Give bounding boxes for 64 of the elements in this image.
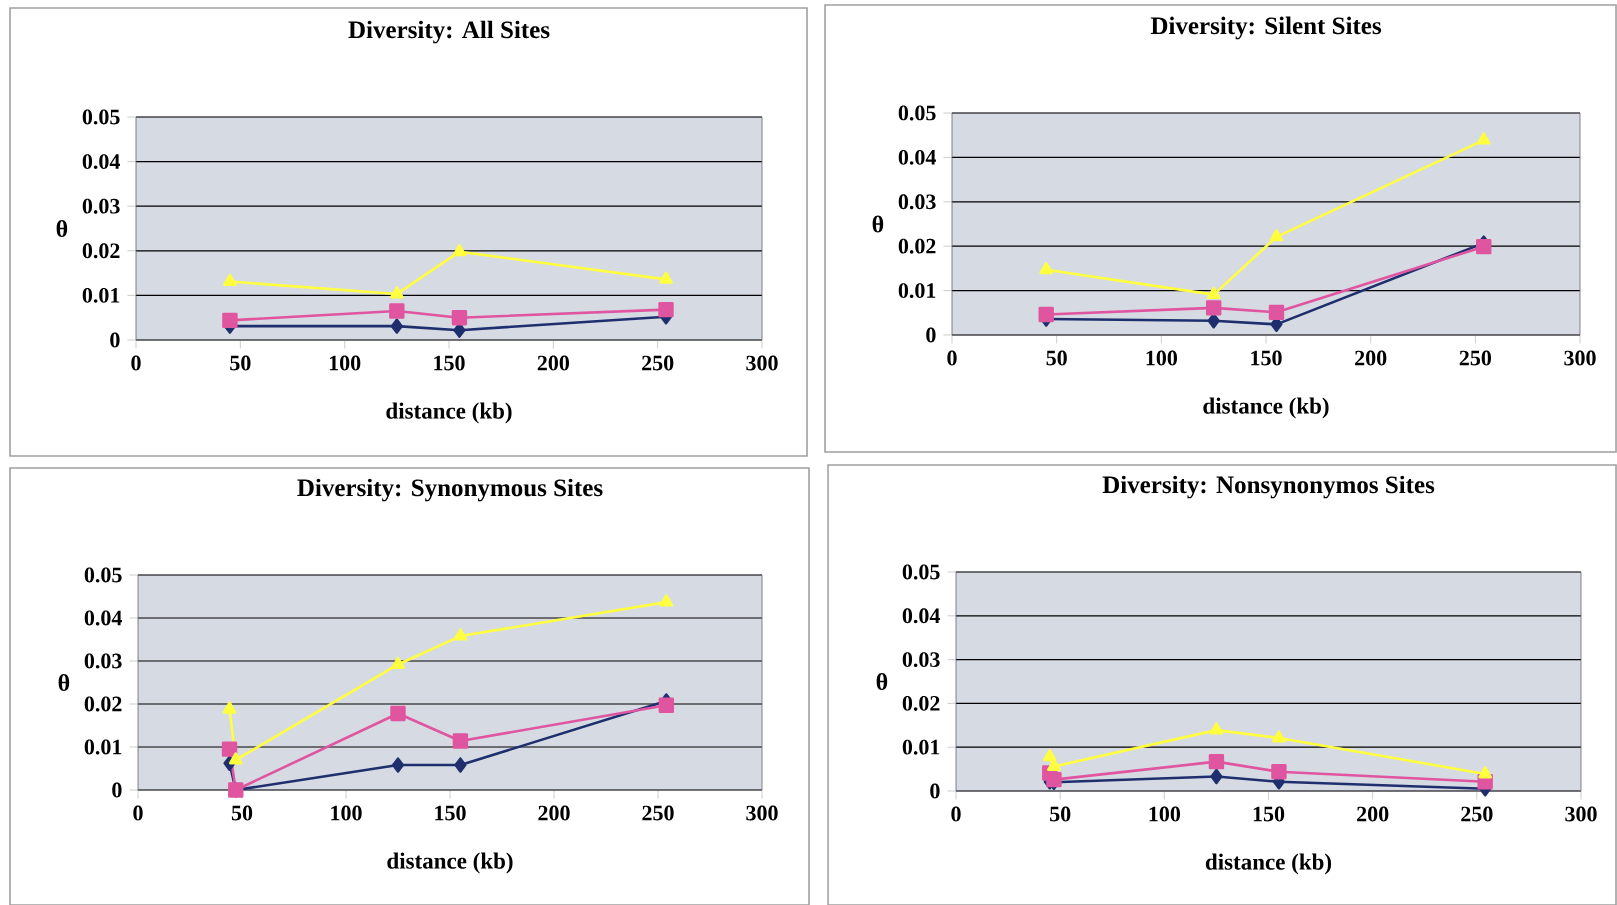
x-tick-label: 300 [1564, 350, 1596, 366]
x-tick-label: 200 [538, 805, 570, 821]
x-axis-title: distance (kb) [1203, 397, 1329, 419]
y-tick-label: 0.05 [82, 109, 120, 125]
x-tick-label: 150 [435, 805, 466, 821]
y-tick-label: 0.04 [84, 610, 122, 626]
y-tick-label: 0.02 [82, 243, 120, 259]
y-tick-label: 0.04 [82, 154, 120, 170]
x-tick-label: 300 [746, 355, 778, 371]
y-axis-title: θ [58, 673, 70, 691]
x-tick-label: 150 [1251, 350, 1282, 366]
x-tick-label: 250 [642, 805, 674, 821]
x-tick-label: 100 [1149, 806, 1181, 822]
x-tick-label: 200 [537, 355, 569, 371]
y-tick-label: 0.01 [84, 739, 122, 755]
x-axis-title: distance (kb) [1205, 853, 1332, 875]
y-tick-label: 0.02 [902, 695, 940, 711]
x-tick-label: 50 [230, 355, 251, 371]
y-axis-title: θ [56, 219, 68, 237]
y-tick-label: 0.01 [902, 739, 940, 755]
y-tick-label: 0.03 [84, 653, 122, 669]
chart-title: Diversity: Synonymous Sites [297, 478, 603, 502]
x-tick-label: 100 [1146, 350, 1178, 366]
x-tick-label: 300 [746, 805, 778, 821]
x-tick-label: 100 [331, 805, 362, 821]
x-tick-label: 0 [947, 350, 957, 366]
y-tick-label: 0 [110, 332, 120, 348]
x-tick-label: 0 [133, 805, 143, 821]
x-tick-label: 50 [1046, 350, 1067, 366]
x-tick-label: 150 [1253, 806, 1285, 822]
chart-title: Diversity: Nonsynonymos Sites [1102, 475, 1435, 499]
y-tick-label: 0 [112, 782, 122, 798]
y-tick-label: 0.02 [84, 696, 122, 712]
y-tick-label: 0.04 [902, 608, 940, 624]
x-tick-label: 200 [1355, 350, 1387, 366]
x-tick-label: 300 [1565, 806, 1597, 822]
y-tick-label: 0.01 [898, 283, 936, 299]
x-tick-label: 50 [231, 805, 253, 821]
x-tick-label: 250 [1459, 350, 1492, 366]
y-tick-label: 0.05 [84, 567, 122, 583]
y-tick-label: 0.05 [902, 564, 940, 580]
x-tick-label: 100 [329, 355, 361, 371]
y-tick-label: 0.05 [898, 105, 936, 121]
x-axis-title: distance (kb) [387, 852, 513, 874]
y-axis-title: θ [876, 672, 888, 690]
x-tick-label: 250 [642, 355, 674, 371]
y-tick-label: 0.03 [898, 194, 936, 210]
y-tick-label: 0.01 [82, 287, 120, 303]
x-tick-label: 250 [1461, 806, 1493, 822]
y-tick-label: 0.02 [898, 238, 936, 254]
y-tick-label: 0 [930, 783, 940, 799]
x-tick-label: 50 [1050, 806, 1071, 822]
y-tick-label: 0.03 [902, 652, 940, 668]
chart-title: Diversity: All Sites [348, 20, 550, 44]
y-axis-title: θ [872, 215, 884, 233]
x-axis-title: distance (kb) [386, 402, 512, 424]
chart-title: Diversity: Silent Sites [1150, 16, 1382, 40]
x-tick-label: 0 [951, 806, 961, 822]
y-tick-label: 0 [926, 327, 936, 343]
x-tick-label: 150 [434, 355, 465, 371]
y-tick-label: 0.04 [898, 149, 936, 165]
x-tick-label: 200 [1357, 806, 1389, 822]
y-tick-label: 0.03 [82, 198, 120, 214]
x-tick-label: 0 [131, 355, 141, 371]
